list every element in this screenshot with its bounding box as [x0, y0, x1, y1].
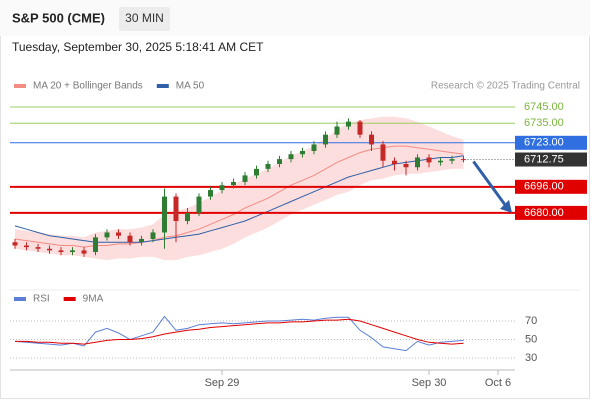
- symbol: S&P 500 (CME): [12, 10, 105, 25]
- candle-body: [265, 163, 271, 169]
- candle-body: [196, 196, 202, 213]
- y-tick-label: 70: [525, 315, 537, 327]
- candle-body: [139, 238, 144, 243]
- candle-body: [438, 160, 443, 163]
- legend-swatch: [14, 297, 26, 301]
- y-tick-label: 30: [525, 352, 537, 364]
- bollinger-band: [15, 116, 464, 261]
- x-tick-label: Oct 6: [485, 377, 511, 389]
- ma-line: [14, 145, 464, 248]
- candle-body: [449, 159, 455, 161]
- level-label: 6745.00: [524, 101, 564, 113]
- candle-body: [162, 196, 167, 233]
- candle-body: [277, 159, 282, 164]
- legend-swatch: [14, 84, 26, 88]
- candle-body: [231, 181, 236, 186]
- candle-body: [323, 134, 328, 145]
- last-price-label: 6712.75: [524, 153, 564, 165]
- forecast-arrow: [472, 160, 510, 210]
- candle-body: [242, 175, 248, 182]
- rsi-line: [15, 318, 464, 345]
- candle-body: [369, 134, 374, 145]
- candle-body: [93, 237, 98, 253]
- level-label: 6696.00: [524, 181, 564, 193]
- candle-body: [116, 232, 121, 236]
- candle-body: [300, 150, 305, 155]
- candle-body: [346, 121, 351, 127]
- candle-body: [219, 185, 225, 191]
- ma-line: [14, 155, 464, 243]
- legend-swatch: [156, 84, 169, 88]
- candle-body: [35, 247, 41, 249]
- x-tick-label: Sep 30: [412, 377, 447, 389]
- candle-body: [311, 144, 317, 151]
- level-label: 6735.00: [524, 117, 564, 129]
- header-bar: [0, 0, 590, 36]
- candle-body: [357, 121, 363, 135]
- rsi-line: [14, 315, 464, 352]
- candle-body: [24, 245, 29, 248]
- datetime: Tuesday, September 30, 2025 5:18:41 AM C…: [12, 40, 264, 54]
- candle-body: [461, 159, 466, 161]
- y-tick-label: 50: [525, 333, 537, 345]
- candle-body: [392, 160, 397, 164]
- legend-label: MA 20 + Bollinger Bands: [33, 81, 143, 92]
- candle-body: [254, 168, 259, 176]
- candle-body: [185, 212, 190, 222]
- candle-body: [334, 126, 340, 135]
- candle-body: [208, 190, 213, 197]
- legend-label: RSI: [33, 294, 50, 305]
- candle-body: [380, 144, 386, 161]
- candle-body: [403, 163, 409, 168]
- candle-body: [127, 235, 133, 243]
- legend-label: MA 50: [176, 81, 205, 92]
- forecast-arrowhead: [500, 199, 512, 213]
- candle-body: [288, 154, 294, 160]
- legend-swatch: [63, 297, 76, 301]
- candle-body: [150, 232, 156, 239]
- candle-body: [426, 157, 432, 163]
- candle-body: [173, 196, 179, 222]
- candle-body: [70, 250, 75, 253]
- level-label: 6680.00: [524, 207, 564, 219]
- x-tick-label: Sep 29: [205, 377, 240, 389]
- candle-body: [81, 250, 87, 254]
- candle-body: [58, 250, 64, 253]
- source: Research © 2025 Trading Central: [431, 81, 580, 92]
- level-label-box: [515, 205, 587, 220]
- candle-body: [47, 248, 52, 251]
- level-label: 6723.00: [524, 137, 564, 149]
- candle-body: [12, 242, 18, 246]
- candle-body: [415, 157, 420, 168]
- level-label-box: [515, 179, 587, 194]
- candle-body: [104, 232, 110, 238]
- last-price-box: [515, 152, 587, 167]
- interval-box: [119, 7, 170, 31]
- legend-label: 9MA: [83, 294, 104, 305]
- level-label-box: [515, 135, 587, 150]
- interval: 30 MIN: [125, 11, 164, 25]
